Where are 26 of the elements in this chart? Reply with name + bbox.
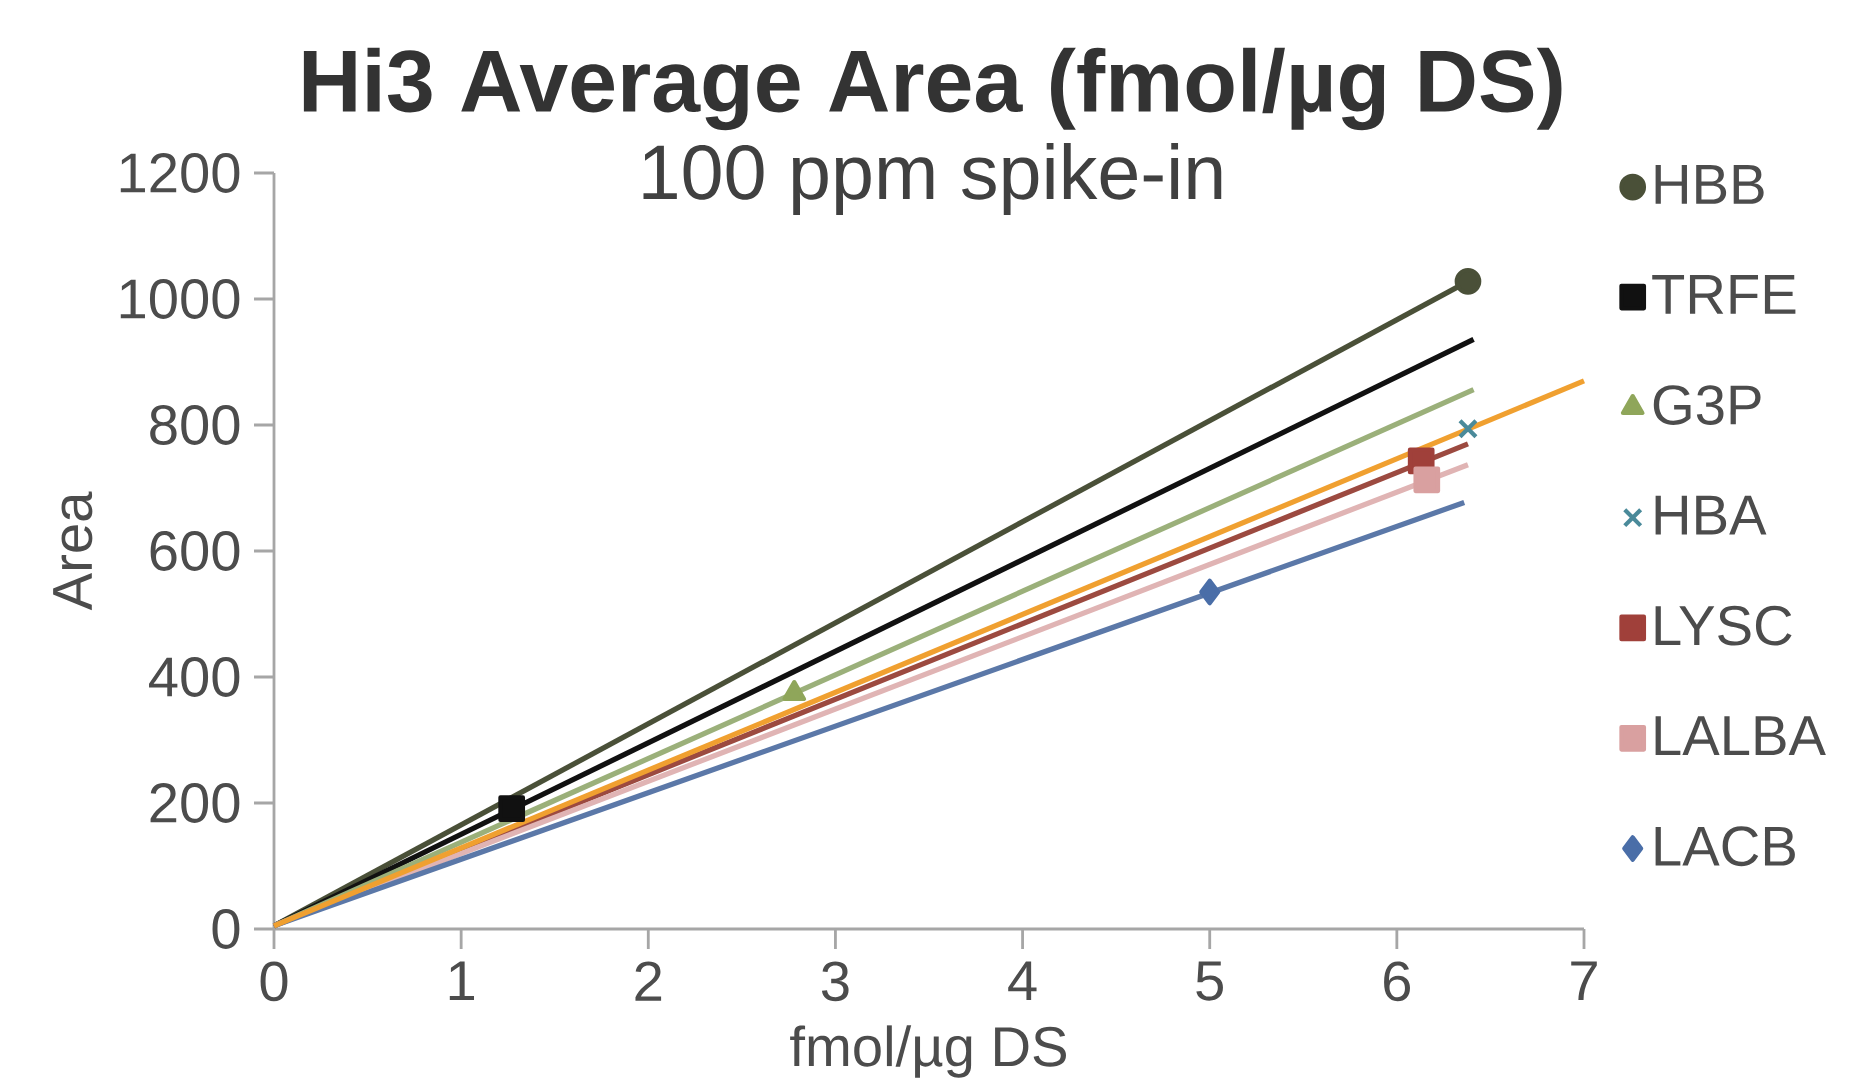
y-tick-label: 800 <box>150 404 240 445</box>
legend-label: HBB <box>1655 164 1764 204</box>
y-tick-label: 600 <box>150 530 240 571</box>
y-tick-label: 200 <box>150 782 240 823</box>
legend-label: TRFE <box>1652 274 1796 314</box>
x-tick-label: 3 <box>821 961 849 1001</box>
x-axis-title: fmol/µg DS <box>790 1025 1066 1078</box>
y-tick-label: 400 <box>149 656 240 697</box>
legend-label: LACB <box>1655 826 1795 866</box>
y-tick-label: 1200 <box>120 152 240 193</box>
x-tick-label: 4 <box>1008 961 1037 1000</box>
legend-label: HBA <box>1655 495 1767 535</box>
chart-title: Hi3 Average Area (fmol/µg DS) <box>303 47 1562 130</box>
x-tick-label: 0 <box>260 961 288 1001</box>
x-tick-label: 1 <box>449 961 475 1000</box>
x-tick-label: 5 <box>1196 961 1223 1001</box>
chart-subtitle: 100 ppm spike-in <box>643 142 1222 215</box>
x-tick-label: 7 <box>1571 961 1597 1000</box>
y-tick-label: 1000 <box>120 278 240 319</box>
legend-label: LYSC <box>1655 605 1792 646</box>
legend-label: G3P <box>1653 384 1761 425</box>
y-axis-title: Area <box>53 491 93 611</box>
x-tick-label: 6 <box>1384 961 1410 1001</box>
x-tick-label: 2 <box>635 961 662 1001</box>
y-tick-label: 0 <box>212 908 240 949</box>
legend-label: LALBA <box>1655 716 1826 755</box>
